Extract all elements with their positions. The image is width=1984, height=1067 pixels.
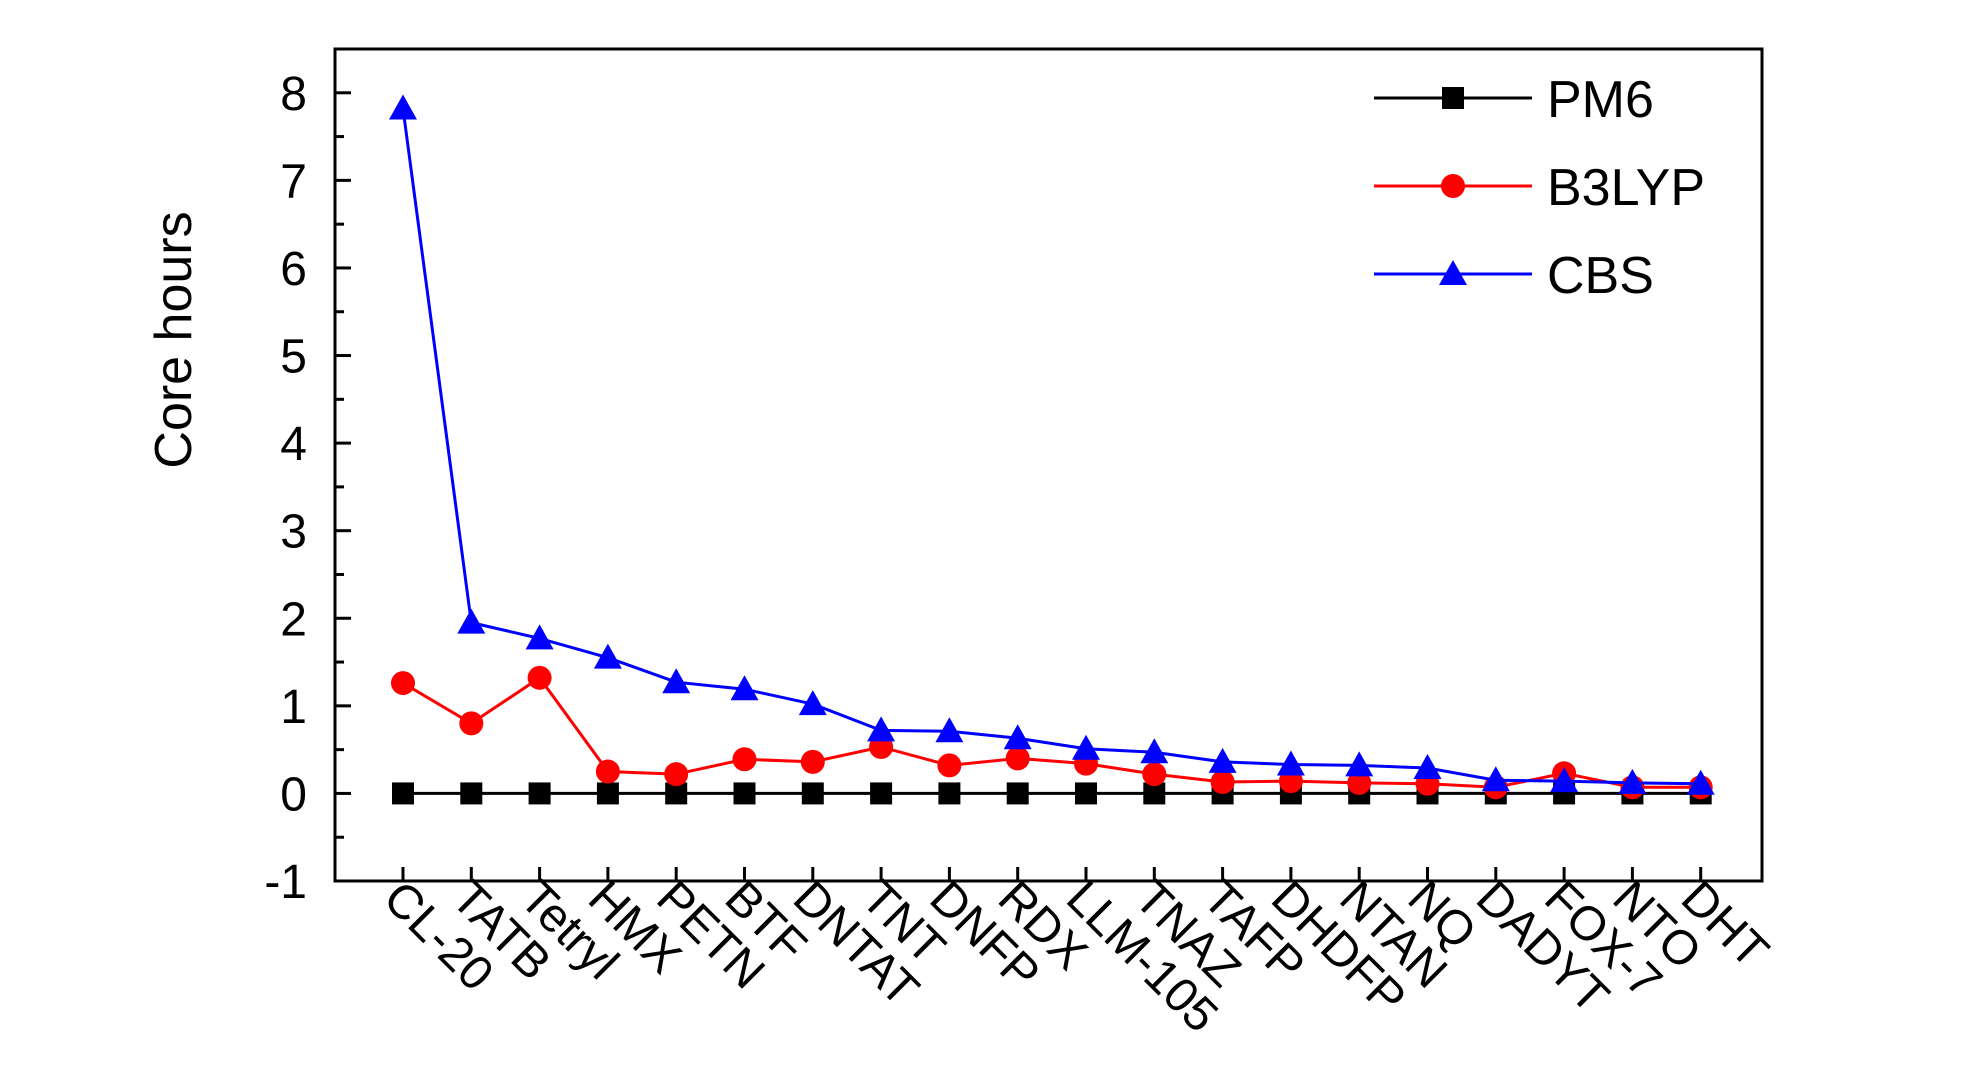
data-point-b3lyp bbox=[1005, 746, 1030, 771]
plot-frame bbox=[333, 47, 1764, 883]
data-point-pm6 bbox=[1075, 782, 1097, 805]
y-tick-label: 4 bbox=[280, 418, 307, 471]
data-point-b3lyp bbox=[1142, 762, 1167, 787]
legend-marker bbox=[1442, 87, 1464, 109]
data-point-b3lyp bbox=[800, 749, 825, 774]
data-point-cbs bbox=[798, 690, 827, 716]
y-tick-label: 0 bbox=[280, 768, 307, 821]
y-tick-label: -1 bbox=[264, 856, 307, 909]
data-point-pm6 bbox=[1143, 782, 1166, 805]
data-point-pm6 bbox=[870, 782, 893, 805]
data-point-pm6 bbox=[733, 782, 756, 805]
data-point-cbs bbox=[1208, 747, 1237, 773]
data-point-cbs bbox=[1276, 750, 1305, 776]
data-point-cbs bbox=[662, 668, 691, 694]
data-point-pm6 bbox=[1006, 782, 1029, 805]
series-pm6 bbox=[392, 782, 1712, 805]
y-tick-label: 1 bbox=[280, 681, 307, 734]
data-point-pm6 bbox=[665, 782, 688, 805]
data-point-b3lyp bbox=[937, 753, 962, 778]
data-point-cbs bbox=[1072, 734, 1100, 760]
data-point-b3lyp bbox=[1347, 770, 1372, 795]
data-point-pm6 bbox=[596, 782, 619, 805]
data-point-b3lyp bbox=[459, 711, 484, 736]
y-tick-label: 6 bbox=[280, 243, 307, 296]
data-point-cbs bbox=[1550, 767, 1579, 793]
data-point-b3lyp bbox=[664, 762, 689, 787]
data-point-pm6 bbox=[528, 782, 551, 805]
legend-item-cbs: CBS bbox=[1374, 247, 1654, 305]
data-point-cbs bbox=[593, 643, 622, 669]
data-point-pm6 bbox=[460, 782, 483, 805]
y-tick-label: 8 bbox=[280, 68, 307, 121]
data-point-cbs bbox=[457, 608, 486, 634]
legend-marker bbox=[1439, 260, 1467, 285]
data-point-cbs bbox=[1618, 768, 1647, 794]
data-point-cbs bbox=[1413, 754, 1442, 780]
data-point-pm6 bbox=[392, 782, 414, 805]
data-point-b3lyp bbox=[732, 747, 757, 772]
y-tick-label: 2 bbox=[280, 593, 307, 646]
data-point-cbs bbox=[389, 94, 417, 120]
data-point-b3lyp bbox=[1210, 770, 1235, 795]
data-point-cbs bbox=[525, 624, 554, 650]
data-point-cbs bbox=[1686, 769, 1715, 795]
data-point-cbs bbox=[867, 716, 896, 742]
legend-label: CBS bbox=[1547, 247, 1654, 305]
legend-item-b3lyp: B3LYP bbox=[1374, 159, 1705, 217]
legend-item-pm6: PM6 bbox=[1374, 71, 1654, 129]
legend-label: B3LYP bbox=[1547, 159, 1705, 217]
data-point-pm6 bbox=[938, 782, 961, 805]
data-point-cbs bbox=[1003, 724, 1032, 750]
data-point-pm6 bbox=[801, 782, 824, 805]
data-point-b3lyp bbox=[595, 759, 620, 784]
y-tick-label: 5 bbox=[280, 331, 307, 384]
data-point-b3lyp bbox=[391, 671, 415, 696]
y-axis-title: Core hours bbox=[145, 211, 203, 468]
legend-marker bbox=[1441, 174, 1465, 198]
data-point-cbs bbox=[935, 717, 964, 743]
legend-label: PM6 bbox=[1547, 71, 1654, 129]
data-point-cbs bbox=[730, 675, 759, 701]
data-point-cbs bbox=[1140, 738, 1169, 764]
y-tick-label: 3 bbox=[280, 506, 307, 559]
data-point-b3lyp bbox=[527, 665, 552, 690]
series-line-cbs bbox=[401, 108, 1701, 786]
y-tick-label: 7 bbox=[280, 155, 307, 208]
data-point-cbs bbox=[1345, 751, 1374, 777]
data-point-cbs bbox=[1481, 766, 1510, 792]
series-cbs bbox=[389, 94, 1715, 795]
